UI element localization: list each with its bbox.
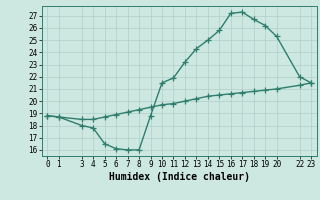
X-axis label: Humidex (Indice chaleur): Humidex (Indice chaleur)	[109, 172, 250, 182]
